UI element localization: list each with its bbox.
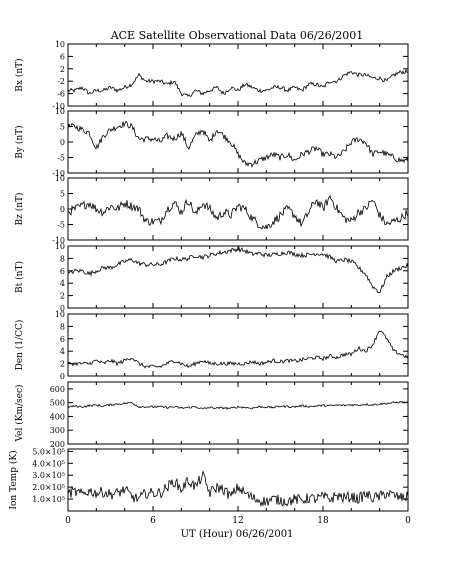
y-tick-label: 300 bbox=[50, 426, 65, 435]
y-tick-label: -10 bbox=[52, 102, 65, 111]
y-tick-label: 8 bbox=[60, 254, 65, 263]
chart-title: ACE Satellite Observational Data 06/26/2… bbox=[110, 29, 364, 42]
y-tick-label: 2.0×10⁵ bbox=[32, 483, 65, 492]
x-tick-label: 18 bbox=[317, 516, 329, 526]
y-tick-label: 0 bbox=[60, 304, 65, 313]
series-line bbox=[67, 400, 409, 410]
x-tick-label: 6 bbox=[150, 516, 156, 526]
panels: 10 6 2 -2 -6 -10 Bx (nT) 10 5 0 -5 -10 By (nT) 10 5 0 -5… bbox=[8, 40, 409, 512]
y-tick-label: 0 bbox=[60, 138, 65, 147]
y-tick-label: 200 bbox=[50, 440, 65, 449]
x-axis: 0 6 12 18 0 bbox=[65, 516, 411, 526]
panel-2: 10 5 0 -5 -10 Bz (nT) bbox=[14, 174, 409, 245]
y-tick-label: 10 bbox=[55, 242, 65, 251]
y-tick-label: -5 bbox=[57, 154, 65, 163]
y-axis-label: Den (1/CC) bbox=[14, 320, 25, 371]
y-tick-label: 4 bbox=[60, 279, 65, 288]
y-tick-label: 10 bbox=[55, 40, 65, 49]
panel-frame bbox=[67, 110, 409, 174]
y-tick-label: -6 bbox=[57, 90, 65, 99]
panel-0: 10 6 2 -2 -6 -10 Bx (nT) bbox=[14, 40, 409, 111]
y-tick-label: 6 bbox=[60, 335, 65, 344]
y-tick-label: 2 bbox=[60, 65, 65, 74]
y-tick-label: 0 bbox=[60, 372, 65, 381]
y-tick-label: 4 bbox=[60, 347, 65, 356]
y-axis-label: Bt (nT) bbox=[14, 261, 25, 293]
y-axis-label: Ion Temp (K) bbox=[8, 450, 19, 509]
y-tick-label: 3.0×10⁵ bbox=[32, 471, 65, 480]
y-tick-label: 600 bbox=[50, 385, 65, 394]
y-tick-label: -10 bbox=[52, 236, 65, 245]
panel-5: 600 500 400 300 200 Vel (Km/sec) bbox=[14, 381, 409, 449]
x-tick-label: 0 bbox=[65, 516, 71, 526]
y-tick-label: 10 bbox=[55, 310, 65, 319]
y-tick-label: 10 bbox=[55, 174, 65, 183]
series-line bbox=[67, 120, 409, 168]
y-axis-label: Bz (nT) bbox=[14, 192, 25, 225]
y-tick-label: 4.0×10⁵ bbox=[32, 459, 65, 468]
y-axis-label: By (nT) bbox=[14, 125, 25, 158]
panel-frame bbox=[67, 448, 409, 512]
y-tick-label: 2 bbox=[60, 360, 65, 369]
y-tick-label: 5.0×10⁵ bbox=[32, 447, 65, 456]
x-tick-label: 12 bbox=[232, 516, 243, 526]
panel-1: 10 5 0 -5 -10 By (nT) bbox=[14, 107, 409, 178]
y-tick-label: 8 bbox=[60, 322, 65, 331]
x-tick-label: 0 bbox=[405, 516, 411, 526]
series-line bbox=[67, 246, 409, 294]
panel-frame bbox=[67, 313, 409, 377]
y-tick-label: 1.0×10⁵ bbox=[32, 495, 65, 504]
y-tick-label: -2 bbox=[57, 77, 65, 86]
y-tick-label: -5 bbox=[57, 221, 65, 230]
series-line bbox=[67, 195, 409, 230]
y-tick-label: 2 bbox=[60, 292, 65, 301]
panel-frame bbox=[67, 381, 409, 445]
x-axis-label: UT (Hour) 06/26/2001 bbox=[181, 529, 294, 540]
y-tick-label: 5 bbox=[60, 190, 65, 199]
y-tick-label: -10 bbox=[52, 169, 65, 178]
series-line bbox=[67, 330, 409, 369]
y-tick-label: 0 bbox=[60, 205, 65, 214]
y-axis-label: Bx (nT) bbox=[14, 58, 25, 91]
y-tick-label: 400 bbox=[50, 412, 65, 421]
panel-3: 10 8 6 4 2 0 Bt (nT) bbox=[14, 242, 409, 313]
panel-frame bbox=[67, 245, 409, 309]
y-tick-label: 500 bbox=[50, 399, 65, 408]
series-line bbox=[67, 469, 409, 508]
y-tick-label: 6 bbox=[60, 267, 65, 276]
panel-6: 5.0×10⁵ 4.0×10⁵ 3.0×10⁵ 2.0×10⁵ 1.0×10⁵ Ion T… bbox=[8, 447, 409, 512]
series-line bbox=[67, 68, 409, 97]
y-tick-label: 5 bbox=[60, 123, 65, 132]
y-tick-label: 10 bbox=[55, 107, 65, 116]
y-axis-label: Vel (Km/sec) bbox=[14, 384, 25, 442]
y-tick-label: 6 bbox=[60, 52, 65, 61]
panel-4: 10 8 6 4 2 0 Den (1/CC) bbox=[14, 310, 409, 381]
